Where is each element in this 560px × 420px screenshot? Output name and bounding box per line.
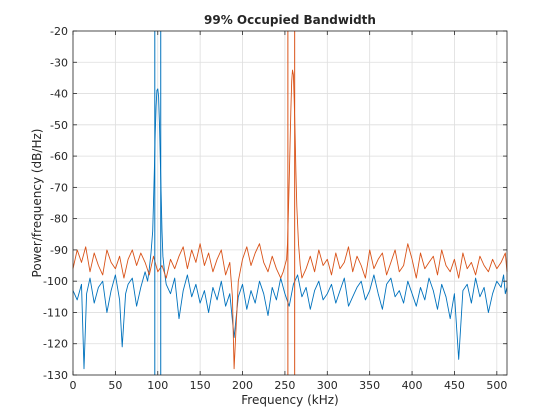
axes-box: [72, 30, 508, 376]
plot-area: [73, 31, 507, 375]
series-line-1: [72, 88, 508, 370]
y-tick-label: -20: [50, 25, 68, 38]
bandwidth-markers: [154, 31, 296, 375]
y-tick-label: -60: [50, 150, 68, 163]
series-layer: [72, 69, 508, 370]
x-tick-label: 250: [274, 379, 295, 392]
x-axis-label: Frequency (kHz): [241, 393, 338, 407]
y-tick-label: -30: [50, 56, 68, 69]
x-ticks: 0 50 100 150 200 250 300 350 400 450 500: [70, 31, 507, 392]
y-tick-label: -50: [50, 119, 68, 132]
x-tick-label: 400: [402, 379, 423, 392]
x-tick-label: 450: [444, 379, 465, 392]
y-tick-label: -110: [43, 306, 68, 319]
y-tick-label: -130: [43, 369, 68, 382]
x-tick-label: 300: [317, 379, 338, 392]
chart-title: 99% Occupied Bandwidth: [204, 13, 376, 27]
y-tick-label: -70: [50, 181, 68, 194]
series-line-2: [72, 69, 508, 370]
y-tick-label: -40: [50, 88, 68, 101]
x-tick-label: 0: [70, 379, 77, 392]
y-ticks: -130 -120 -110 -100 -90 -80 -70 -60 -50 -40 -30 -20: [43, 25, 507, 382]
y-tick-label: -100: [43, 275, 68, 288]
x-tick-label: 150: [190, 379, 211, 392]
y-axis-label: Power/frequency (dB/Hz): [30, 129, 44, 278]
x-tick-label: 200: [232, 379, 253, 392]
x-tick-label: 350: [359, 379, 380, 392]
x-tick-label: 500: [486, 379, 507, 392]
y-tick-label: -80: [50, 213, 68, 226]
y-tick-label: -90: [50, 244, 68, 257]
y-tick-label: -120: [43, 338, 68, 351]
x-tick-label: 50: [108, 379, 122, 392]
x-tick-label: 100: [147, 379, 168, 392]
